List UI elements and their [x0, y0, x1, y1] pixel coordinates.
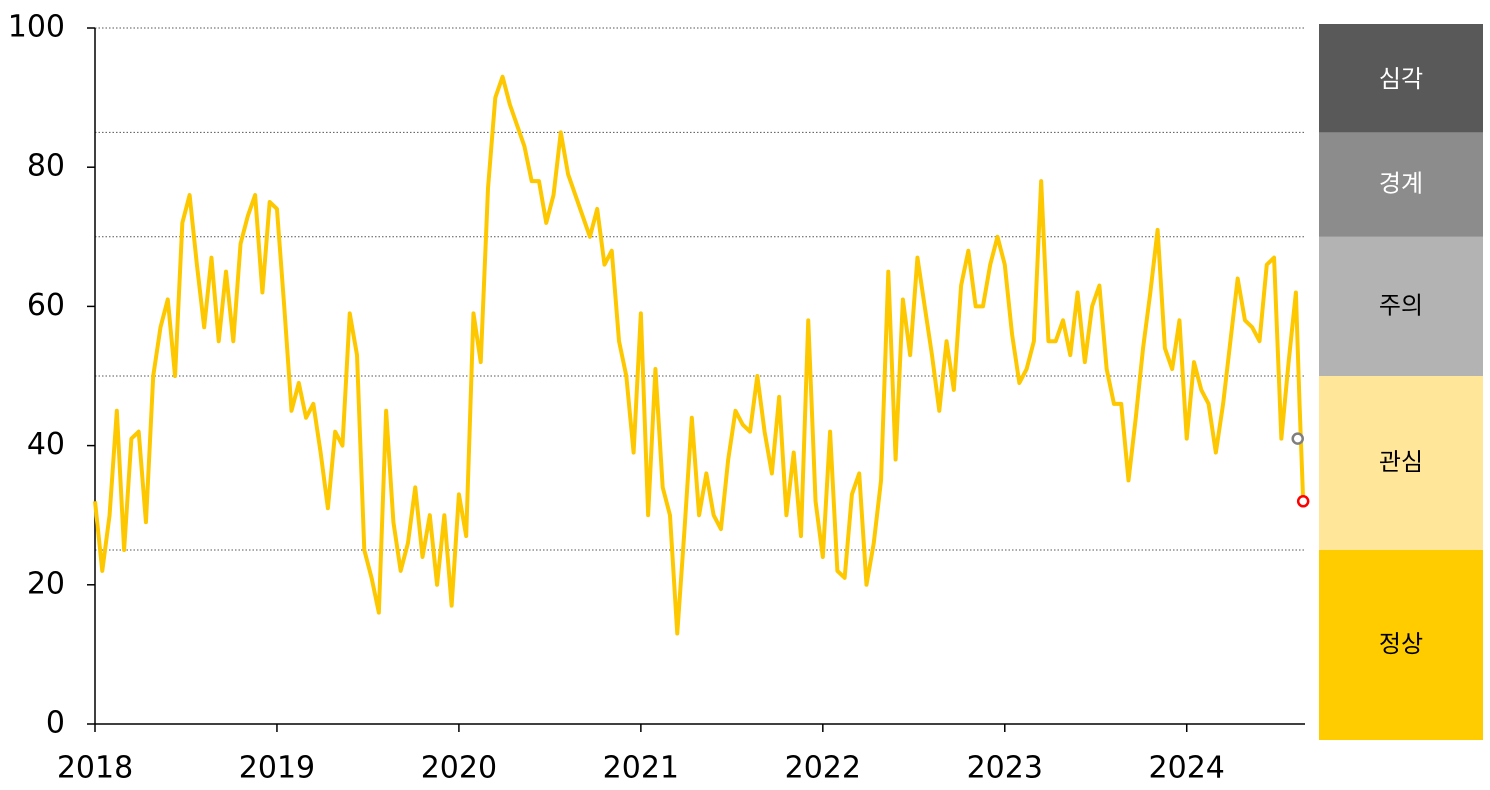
- x-tick-label: 2021: [603, 751, 679, 786]
- level-band: [1319, 236, 1483, 376]
- x-tick-label: 2018: [57, 751, 133, 786]
- level-label: 경계: [1379, 170, 1423, 198]
- level-band: [1319, 24, 1483, 133]
- marker: [1291, 432, 1304, 445]
- x-tick-label: 2024: [1149, 751, 1225, 786]
- level-band: [1319, 376, 1483, 550]
- y-tick-label: 20: [27, 566, 65, 601]
- y-tick-label: 60: [27, 288, 65, 323]
- x-tick-label: 2023: [967, 751, 1043, 786]
- level-label: 주의: [1379, 291, 1423, 319]
- x-tick-label: 2020: [421, 751, 497, 786]
- marker: [1296, 495, 1310, 508]
- level-band: [1319, 550, 1483, 740]
- y-tick-label: 100: [8, 10, 65, 45]
- level-label: 정상: [1379, 630, 1423, 658]
- level-band: [1319, 132, 1483, 237]
- index-line: [93, 74, 1306, 636]
- level-label: 심각: [1379, 65, 1423, 93]
- y-tick-label: 0: [46, 706, 65, 741]
- x-tick-label: 2019: [239, 751, 315, 786]
- y-tick-label: 40: [27, 427, 65, 462]
- level-label: 관심: [1379, 448, 1423, 476]
- y-tick-label: 80: [27, 149, 65, 184]
- x-tick-label: 2022: [785, 751, 861, 786]
